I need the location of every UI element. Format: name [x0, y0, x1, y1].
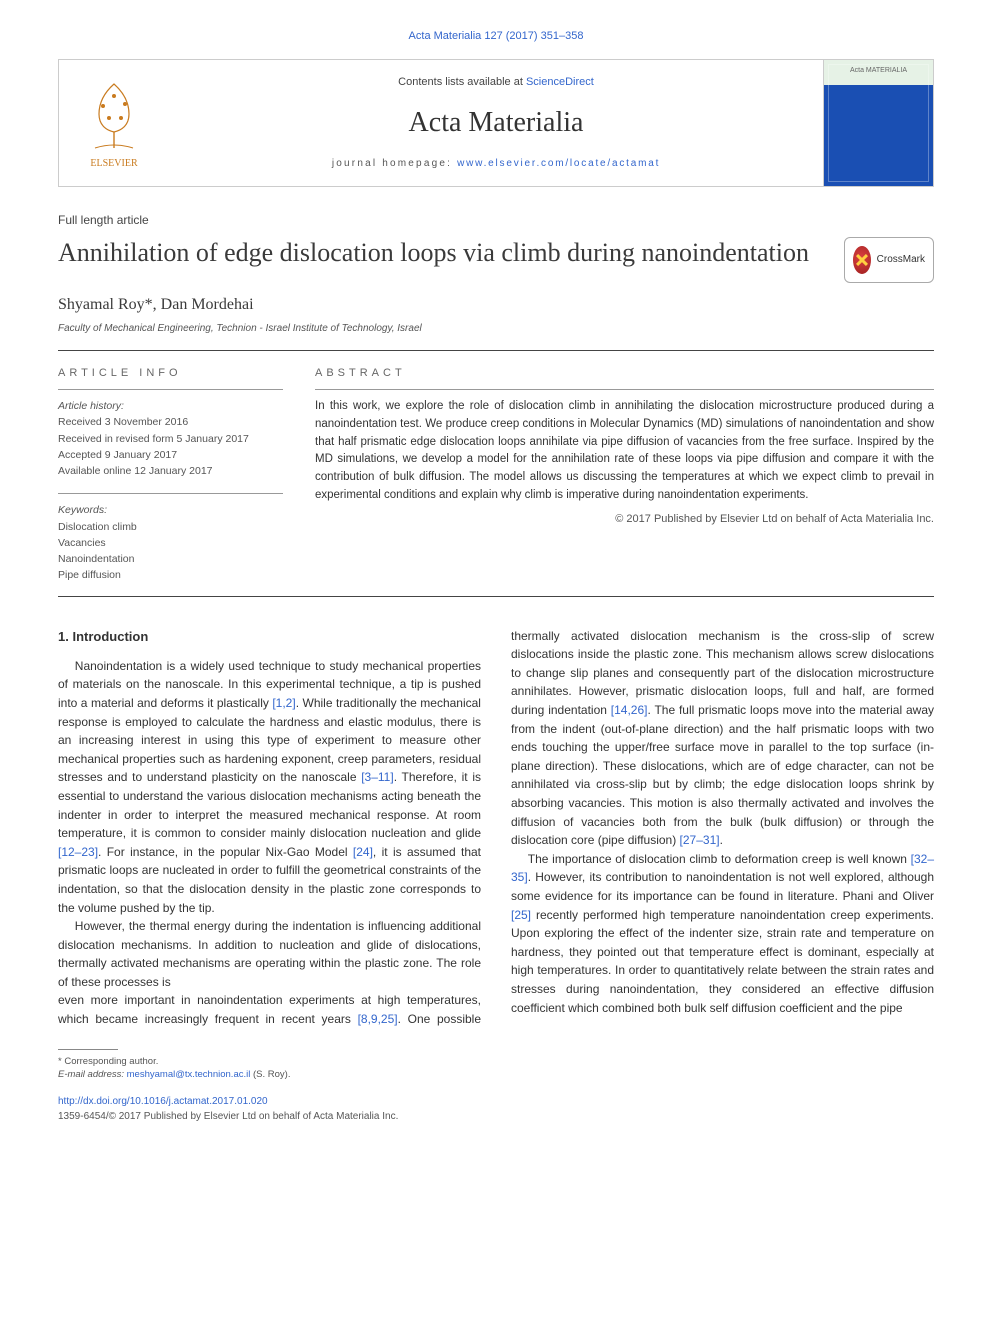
body-text: . The full prismatic loops move into the… — [511, 703, 934, 847]
history-heading: Article history: — [58, 398, 283, 414]
citation-ref[interactable]: [25] — [511, 908, 531, 922]
keyword-item: Dislocation climb — [58, 519, 283, 535]
info-abstract-row: ARTICLE INFO Article history: Received 3… — [58, 365, 934, 584]
email-label: E-mail address: — [58, 1069, 127, 1080]
author-email-link[interactable]: meshyamal@tx.technion.ac.il — [127, 1069, 251, 1080]
header-center: Contents lists available at ScienceDirec… — [169, 60, 823, 186]
section-heading-intro: 1. Introduction — [58, 627, 481, 647]
citation-ref[interactable]: [12–23] — [58, 845, 98, 859]
body-text: recently performed high temperature nano… — [511, 908, 934, 1015]
citation-ref[interactable]: [1,2] — [272, 696, 295, 710]
top-citation: Acta Materialia 127 (2017) 351–358 — [58, 28, 934, 45]
sciencedirect-link[interactable]: ScienceDirect — [526, 76, 594, 88]
keywords-heading: Keywords: — [58, 502, 283, 518]
citation-ref[interactable]: [24] — [353, 845, 373, 859]
affiliation: Faculty of Mechanical Engineering, Techn… — [58, 321, 934, 336]
contents-prefix: Contents lists available at — [398, 76, 526, 88]
homepage-prefix: journal homepage: — [332, 158, 457, 169]
history-online: Available online 12 January 2017 — [58, 463, 283, 479]
keyword-item: Vacancies — [58, 535, 283, 551]
abstract-column: ABSTRACT In this work, we explore the ro… — [315, 365, 934, 584]
body-text: The importance of dislocation climb to d… — [528, 852, 911, 866]
citation-ref[interactable]: [8,9,25] — [358, 1012, 398, 1026]
journal-cover-thumbnail: Acta MATERIALIA — [823, 60, 933, 186]
doi-link[interactable]: http://dx.doi.org/10.1016/j.actamat.2017… — [58, 1096, 268, 1107]
intro-paragraph-1: Nanoindentation is a widely used techniq… — [58, 657, 481, 917]
crossmark-icon — [853, 246, 871, 274]
article-history-block: Article history: Received 3 November 201… — [58, 389, 283, 479]
history-accepted: Accepted 9 January 2017 — [58, 447, 283, 463]
email-suffix: (S. Roy). — [250, 1069, 290, 1080]
crossmark-label: CrossMark — [877, 252, 925, 267]
cover-thumb-title: Acta MATERIALIA — [824, 66, 933, 77]
intro-paragraph-4: The importance of dislocation climb to d… — [511, 850, 934, 1017]
body-text: . — [720, 833, 723, 847]
article-info-column: ARTICLE INFO Article history: Received 3… — [58, 365, 283, 584]
journal-header: ELSEVIER Contents lists available at Sci… — [58, 59, 934, 187]
corresponding-author-note: * Corresponding author. — [58, 1055, 934, 1068]
citation-ref[interactable]: [27–31] — [680, 833, 720, 847]
publisher-logo: ELSEVIER — [59, 60, 169, 186]
crossmark-badge[interactable]: CrossMark — [844, 237, 934, 283]
article-title: Annihilation of edge dislocation loops v… — [58, 237, 844, 270]
journal-name: Acta Materialia — [169, 102, 823, 144]
journal-homepage-link[interactable]: www.elsevier.com/locate/actamat — [457, 158, 660, 169]
abstract-label: ABSTRACT — [315, 365, 934, 382]
rule-bottom — [58, 596, 934, 597]
article-info-label: ARTICLE INFO — [58, 365, 283, 382]
intro-paragraph-2: However, the thermal energy during the i… — [58, 917, 481, 991]
doi-line: http://dx.doi.org/10.1016/j.actamat.2017… — [58, 1095, 934, 1109]
issn-copyright-line: 1359-6454/© 2017 Published by Elsevier L… — [58, 1109, 934, 1124]
body-text: . However, its contribution to nanoinden… — [511, 870, 934, 903]
abstract-text: In this work, we explore the role of dis… — [315, 389, 934, 505]
journal-homepage-line: journal homepage: www.elsevier.com/locat… — [169, 156, 823, 171]
title-row: Annihilation of edge dislocation loops v… — [58, 237, 934, 283]
footnotes: * Corresponding author. E-mail address: … — [58, 1055, 934, 1082]
body-text: . For instance, in the popular Nix-Gao M… — [98, 845, 353, 859]
abstract-copyright: © 2017 Published by Elsevier Ltd on beha… — [315, 511, 934, 528]
author-list: Shyamal Roy*, Dan Mordehai — [58, 293, 934, 317]
contents-available-line: Contents lists available at ScienceDirec… — [169, 74, 823, 91]
article-type: Full length article — [58, 211, 934, 229]
email-line: E-mail address: meshyamal@tx.technion.ac… — [58, 1068, 934, 1081]
body-columns: 1. Introduction Nanoindentation is a wid… — [58, 627, 934, 1029]
svg-text:ELSEVIER: ELSEVIER — [90, 158, 138, 169]
keyword-item: Nanoindentation — [58, 551, 283, 567]
footnote-separator — [58, 1049, 118, 1050]
keyword-item: Pipe diffusion — [58, 567, 283, 583]
citation-ref[interactable]: [3–11] — [361, 770, 393, 784]
keywords-block: Keywords: Dislocation climb Vacancies Na… — [58, 493, 283, 583]
history-received: Received 3 November 2016 — [58, 414, 283, 430]
elsevier-tree-icon: ELSEVIER — [75, 74, 153, 172]
rule-top — [58, 350, 934, 351]
page-container: Acta Materialia 127 (2017) 351–358 ELSEV… — [0, 0, 992, 1154]
history-revised: Received in revised form 5 January 2017 — [58, 431, 283, 447]
citation-ref[interactable]: [14,26] — [611, 703, 648, 717]
